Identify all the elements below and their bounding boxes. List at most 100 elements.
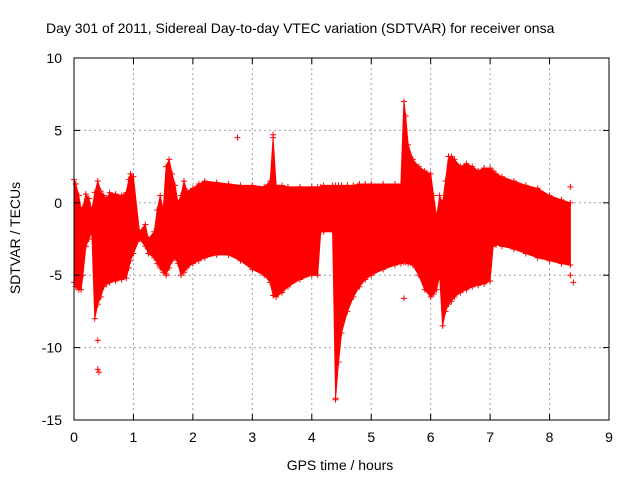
data-point (368, 180, 375, 187)
data-point (175, 260, 182, 267)
data-point (237, 182, 244, 189)
data-point (151, 254, 158, 261)
data-point (123, 275, 130, 282)
data-point (392, 262, 398, 269)
x-tick-label: 8 (546, 429, 554, 445)
data-point (546, 257, 553, 264)
data-point (118, 192, 125, 199)
data-point (558, 196, 565, 203)
data-point (178, 192, 184, 199)
data-point (285, 183, 291, 190)
data-point (94, 301, 101, 308)
data-point (329, 228, 336, 235)
data-point (493, 241, 500, 248)
data-point (362, 276, 369, 283)
data-point (261, 183, 268, 190)
data-point (183, 188, 190, 195)
data-point (127, 170, 134, 177)
x-tick-label: 1 (130, 429, 138, 445)
data-point (261, 272, 268, 279)
data-point (112, 277, 119, 284)
data-point (169, 257, 176, 264)
data-point (338, 330, 345, 337)
data-point (344, 308, 351, 315)
data-point (201, 178, 208, 185)
data-point (91, 189, 98, 196)
data-point (183, 264, 190, 271)
data-point (234, 134, 241, 141)
data-point (213, 179, 220, 186)
data-point (567, 183, 574, 190)
data-point (145, 250, 152, 257)
data-point (296, 276, 303, 283)
data-point (448, 298, 455, 305)
data-point (442, 178, 449, 185)
data-point (142, 221, 149, 228)
data-point (237, 257, 244, 264)
data-point (510, 178, 517, 185)
data-point (154, 207, 161, 214)
data-point (157, 192, 164, 199)
data-point (154, 260, 161, 267)
x-tick-label: 5 (367, 429, 375, 445)
data-point (335, 359, 342, 366)
data-point (433, 286, 440, 293)
data-point (402, 112, 409, 119)
data-point (88, 228, 95, 235)
data-point (97, 293, 104, 300)
data-point (157, 264, 164, 271)
data-point (82, 243, 89, 250)
data-point (145, 236, 152, 242)
data-point (469, 283, 476, 290)
data-point (88, 207, 95, 214)
plot-frame (73, 57, 610, 421)
x-tick-label: 6 (427, 429, 435, 445)
data-point (427, 293, 434, 300)
data-point (433, 214, 440, 221)
data-point (78, 286, 85, 293)
data-point (421, 167, 428, 174)
data-point (439, 199, 446, 206)
data-point (163, 272, 170, 279)
data-point (463, 286, 470, 293)
data-point (195, 257, 202, 264)
data-point (567, 262, 574, 269)
data-point (79, 204, 86, 211)
data-point (448, 153, 455, 160)
data-point (82, 191, 89, 198)
data-point (308, 272, 315, 279)
data-point (457, 163, 464, 170)
data-point (405, 260, 412, 267)
data-point (118, 276, 125, 283)
data-point (320, 182, 327, 189)
data-point (570, 279, 577, 286)
data-point (195, 180, 202, 187)
data-point (151, 228, 158, 235)
data-point (427, 170, 434, 177)
data-point (213, 251, 220, 258)
data-point (430, 192, 437, 199)
data-point (125, 176, 132, 183)
axis-ticks (73, 57, 610, 421)
y-tick-label: -5 (50, 267, 63, 283)
data-point (180, 269, 187, 276)
data-point (94, 178, 101, 185)
data-point (481, 165, 488, 172)
data-point (130, 173, 137, 180)
data-point (400, 295, 407, 302)
y-tick-label: 5 (54, 122, 62, 138)
data-point (127, 257, 134, 264)
data-point (125, 264, 132, 271)
data-point (350, 182, 357, 189)
data-point (439, 322, 446, 329)
data-point (314, 272, 321, 279)
data-point (103, 280, 110, 287)
data-point (487, 277, 494, 284)
data-point (499, 243, 505, 250)
data-point (405, 141, 412, 148)
data-point (475, 282, 482, 289)
data-point (430, 291, 437, 298)
data-point (567, 199, 574, 206)
data-point (112, 191, 119, 198)
